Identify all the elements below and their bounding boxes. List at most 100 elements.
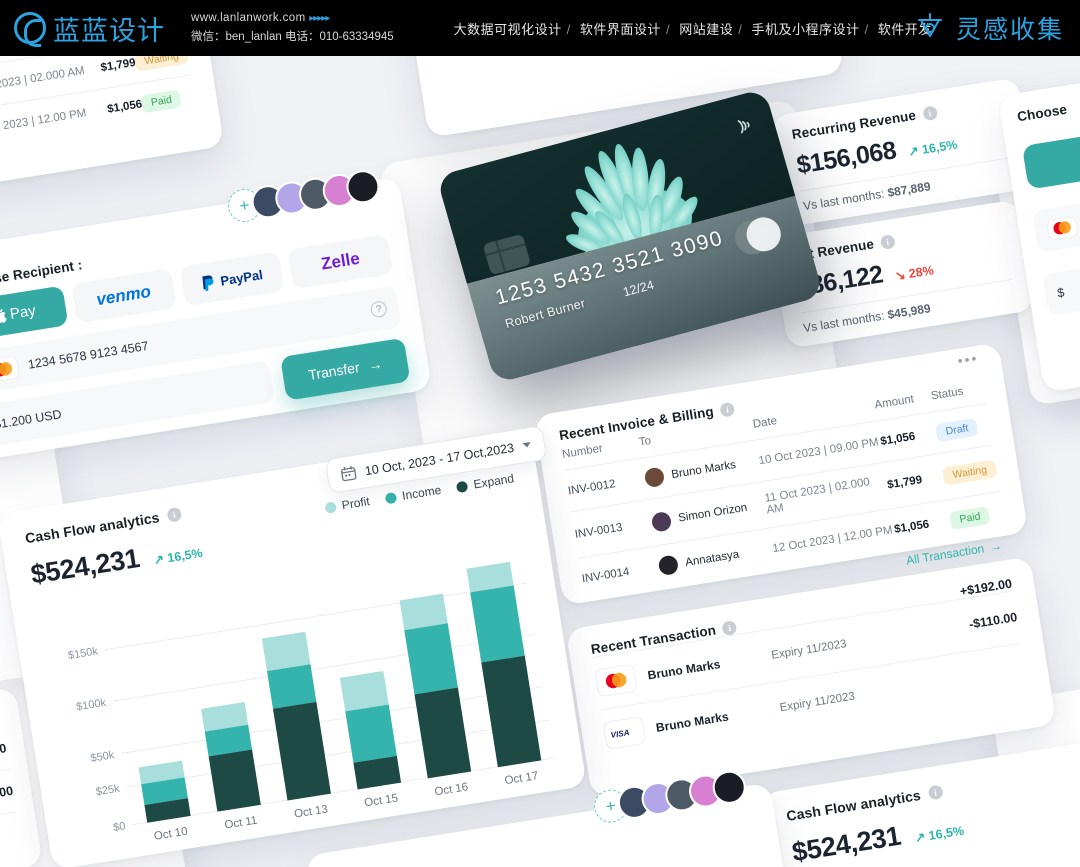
cash-flow-bar-chart: $0 $25k $50k $100k $150k Oct 10 Oct 11 Oct 13 Oc… — [67, 561, 555, 843]
contact-line: 微信：ben_lanlan 电话：010-63334945 — [191, 31, 394, 43]
transaction-amount: -$110.00 — [967, 610, 1019, 632]
paypal-label: PayPal — [219, 266, 264, 289]
zelle-button[interactable]: Zelle — [287, 234, 394, 290]
website-url: www.lanlanwork.com — [191, 12, 306, 24]
watermark-bar: 蓝蓝设计 www.lanlanwork.com ▸▸▸▸▸ 微信：ben_lan… — [0, 0, 1080, 56]
transfer-button[interactable]: Transfer → — [280, 337, 411, 401]
chart-bar-segment — [344, 705, 397, 763]
apple-pay-label: Pay — [8, 301, 37, 323]
more-menu-icon[interactable]: ••• — [956, 349, 980, 369]
recipient-avatar-stack[interactable]: + — [225, 167, 382, 225]
chart-bar[interactable] — [261, 631, 331, 801]
legend-swatch — [324, 500, 337, 514]
lanlan-logo: 蓝蓝设计 — [14, 9, 165, 48]
info-icon[interactable]: i — [166, 506, 183, 523]
visa-logo: VISA — [602, 715, 647, 750]
chart-bar[interactable] — [465, 561, 541, 768]
apple-pay-button[interactable] — [1021, 132, 1080, 190]
watermark-contact: www.lanlanwork.com ▸▸▸▸▸ 微信：ben_lanlan 电… — [191, 9, 394, 47]
venmo-label: venmo — [95, 281, 153, 310]
status-badge: Waiting — [942, 459, 998, 486]
x-axis-tick: Oct 13 — [293, 803, 329, 821]
arrow-right-icon: → — [367, 355, 384, 374]
date-range-picker[interactable]: 10 Oct, 2023 - 17 Oct,2023 — [324, 425, 548, 494]
chart-gridline: $0 — [112, 757, 555, 834]
chart-bar-segment — [272, 701, 331, 801]
arrow-right-icon: → — [988, 538, 1003, 555]
x-axis-tick: Oct 10 — [153, 825, 189, 843]
legend-swatch — [455, 480, 469, 493]
arrow-up-icon: ↗ — [152, 551, 166, 568]
y-axis-tick: $100k — [75, 696, 107, 713]
cash-flow-card: Cash Flow analytics i $524,231 ↗ 16,5% P… — [0, 429, 587, 867]
svg-text:VISA: VISA — [610, 728, 630, 740]
info-icon[interactable]: i — [927, 784, 944, 801]
status-badge: Paid — [949, 505, 991, 530]
paypal-button[interactable]: PayPal — [179, 251, 285, 307]
zelle-label: Zelle — [319, 248, 362, 274]
chart-bar-segment — [208, 749, 261, 812]
transaction-name: Bruno Marks — [646, 657, 722, 683]
page-title: Cash Flow analytics — [23, 509, 161, 547]
star-icon — [913, 11, 947, 45]
info-icon[interactable]: i — [721, 619, 738, 636]
payment-method-list: Pay venmo PayPal Zelle — [0, 234, 394, 341]
chart-bar[interactable] — [200, 702, 261, 812]
chart-bar-segment — [413, 687, 471, 779]
amount-field[interactable]: $ — [1042, 260, 1080, 316]
contactless-icon — [727, 113, 758, 139]
y-axis-tick: $150k — [67, 645, 99, 663]
transaction-row[interactable]: Bruno Marks Expiry 11/2023 -$110.00 — [592, 590, 1022, 710]
cash-flow-delta: ↗ 16,5% — [152, 545, 204, 568]
inspiration-text: 灵感收集 — [955, 16, 1064, 44]
y-axis-tick: $50k — [89, 748, 116, 765]
chart-bar[interactable] — [399, 594, 471, 779]
chart-gridline: $150k — [67, 582, 527, 662]
info-icon[interactable]: i — [879, 233, 896, 250]
invoice-amount: $1,056 — [891, 499, 954, 550]
arrows-icon: ▸▸▸▸▸ — [309, 13, 330, 24]
legend-item-profit[interactable]: Profit — [324, 494, 371, 515]
card-number-field[interactable] — [1032, 197, 1080, 253]
mastercard-logo — [594, 663, 639, 698]
legend-item-expand[interactable]: Expand — [455, 471, 515, 494]
all-transaction-link-partial[interactable]: n → — [0, 704, 1, 740]
transaction-row[interactable]: VISA Bruno Marks Expiry 11/2023 — [600, 642, 1030, 762]
avatar — [657, 554, 679, 577]
x-axis-tick: Oct 17 — [503, 770, 540, 788]
arrow-down-icon: ↘ — [894, 267, 907, 284]
recipient-name: Bruno Marks — [670, 458, 737, 481]
chart-bar-segment — [480, 655, 541, 768]
venmo-button[interactable]: venmo — [70, 268, 177, 324]
recipient-name: Annatasya — [684, 548, 740, 569]
arrow-up-icon: ↗ — [913, 829, 927, 846]
calendar-icon — [341, 465, 357, 482]
help-icon[interactable]: ? — [369, 300, 388, 319]
choose-recipient-card: Choose Recipient : + Pay venmo PayPal — [0, 167, 432, 463]
y-axis-tick: $0 — [112, 820, 127, 835]
recipient-card-right-partial: Choose $ — [997, 63, 1080, 393]
chart-bar[interactable] — [339, 671, 401, 790]
apple-pay-button[interactable]: Pay — [0, 285, 69, 341]
mastercard-logo — [1045, 215, 1079, 241]
bank-card[interactable]: 1253 5432 3521 3090 Robert Burner 12/24 — [435, 88, 825, 384]
chart-bar-segment — [403, 623, 458, 695]
card-number-field[interactable]: 1234 5678 9123 4567 ? — [0, 285, 402, 395]
chart-bar[interactable] — [138, 760, 191, 823]
info-icon[interactable]: i — [921, 104, 938, 121]
info-icon[interactable]: i — [719, 401, 736, 418]
stat-comparison-value: $87,889 — [886, 179, 932, 200]
inspiration-brand: 灵感收集 — [913, 10, 1064, 46]
chart-gridline: $25k — [95, 719, 549, 798]
card-number-value: 1234 5678 9123 4567 — [27, 338, 150, 372]
legend-item-income[interactable]: Income — [384, 483, 442, 506]
avatar — [643, 466, 665, 489]
chevron-down-icon[interactable] — [522, 442, 532, 449]
logo-icon — [14, 12, 46, 47]
mastercard-logo — [0, 354, 21, 383]
recent-transaction-card: All Transaction → Recent Transaction i +… — [565, 539, 1057, 798]
arrow-up-icon: ↗ — [907, 143, 920, 160]
invoice-table: Number To Date Amount Status INV-0012 Br… — [561, 382, 1006, 600]
transaction-name: Bruno Marks — [654, 709, 730, 735]
watermark-services: 大数据可视化设计 / 软件界面设计 / 网站建设 / 手机及小程序设计 / 软件开发 — [453, 21, 932, 37]
